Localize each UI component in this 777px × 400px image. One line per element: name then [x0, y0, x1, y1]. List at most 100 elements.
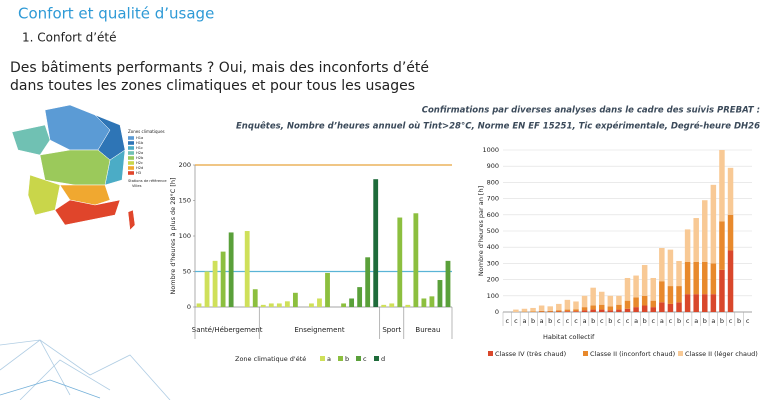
bar-segment: [702, 261, 708, 295]
x-tick-label: c: [729, 317, 733, 325]
bar-segment: [659, 281, 665, 303]
map-legend-swatch: [128, 146, 134, 150]
x-tick-label: b: [720, 317, 724, 325]
x-tick-label: c: [506, 317, 510, 325]
bar: [405, 304, 411, 307]
x-tick-label: b: [703, 317, 707, 325]
group-label: Bureau: [415, 326, 440, 334]
bar: [276, 303, 282, 307]
bar-segment: [530, 307, 536, 312]
map-legend-title: Zones climatiques: [128, 129, 165, 134]
x-tick-label: a: [583, 317, 587, 325]
map-legend: Zones climatiques H1aH1bH1cH2aH2bH2cH2dH3…: [128, 129, 167, 188]
legend-label: b: [345, 355, 349, 363]
bar: [413, 213, 419, 307]
bar-segment: [598, 304, 605, 310]
bar-segment: [564, 299, 571, 310]
bar-segment: [650, 277, 657, 301]
y-tick-label: 50: [183, 268, 191, 276]
legend-swatch: [678, 351, 683, 356]
bar: [373, 179, 379, 307]
bar-segment: [581, 310, 588, 312]
y-tick-label: 0: [495, 308, 499, 316]
x-tick-label: a: [694, 317, 698, 325]
bar-segment: [684, 261, 691, 295]
bar-segment: [581, 307, 588, 311]
bar-segment: [719, 269, 725, 312]
legend-swatch: [356, 356, 361, 361]
bar-segment: [616, 295, 622, 305]
y-tick-label: 200: [179, 161, 191, 169]
bar-segment: [727, 214, 734, 251]
legend-label: Classe IV (très chaud): [495, 350, 566, 358]
y-tick-label: 150: [179, 197, 191, 205]
y-tick-label: 800: [487, 178, 499, 186]
bar-segment: [676, 286, 682, 303]
bar-segment: [607, 310, 614, 312]
y-tick-label: 100: [179, 232, 191, 240]
bar: [212, 260, 218, 307]
x-tick-label: a: [540, 317, 544, 325]
bar: [437, 280, 443, 307]
bar-segment: [641, 295, 648, 306]
x-tick-label: c: [626, 317, 630, 325]
legend-label: c: [363, 355, 367, 363]
bar-segment: [676, 302, 682, 312]
bar: [397, 217, 403, 307]
map-legend-swatch: [128, 141, 134, 145]
group-label: Sport: [382, 326, 401, 334]
bar-segment: [564, 311, 571, 312]
bar-segment: [624, 300, 631, 309]
x-tick-label: c: [566, 317, 570, 325]
y-axis-label: Nombre d'heures par an [h]: [477, 186, 485, 276]
map-legend-label: H3: [136, 171, 141, 175]
x-tick-label: b: [643, 317, 647, 325]
y-tick-label: 600: [487, 211, 499, 219]
bar: [228, 232, 234, 307]
bar: [268, 303, 274, 307]
bar-segment: [633, 275, 639, 298]
y-tick-label: 700: [487, 195, 499, 203]
y-tick-label: 300: [487, 259, 499, 267]
x-tick-label: c: [651, 317, 655, 325]
slide-title: Confort et qualité d’usage: [18, 5, 214, 23]
group-label: Santé/Hébergement: [192, 326, 263, 334]
bar-segment: [538, 305, 545, 311]
bar-segment: [581, 295, 588, 308]
bar-segment: [667, 286, 674, 304]
x-tick-label: b: [677, 317, 681, 325]
bar-segment: [693, 294, 699, 312]
x-tick-label: c: [557, 317, 561, 325]
x-tick-label: a: [634, 317, 638, 325]
bar-segment: [667, 249, 674, 287]
map-legend-note: Villes: [132, 184, 142, 188]
bar-segment: [607, 295, 614, 307]
bar: [292, 292, 298, 307]
bar-segment: [513, 309, 519, 312]
y-tick-label: 0: [187, 303, 191, 311]
bar: [252, 289, 258, 307]
x-tick-label: c: [574, 317, 578, 325]
bar-segment: [693, 261, 699, 295]
y-tick-label: 100: [487, 292, 499, 300]
x-axis-label: Zone climatique d'été: [235, 355, 306, 363]
legend-label: a: [327, 355, 331, 363]
bar: [260, 304, 266, 307]
bar: [381, 304, 387, 307]
map-legend-swatch: [128, 171, 134, 175]
legend-label: Classe II (léger chaud): [685, 350, 758, 358]
y-tick-label: 1000: [482, 146, 499, 154]
map-legend-label: H1b: [136, 141, 144, 145]
x-tick-label: a: [522, 317, 526, 325]
bar: [284, 301, 290, 307]
headline: Des bâtiments performants ? Oui, mais de…: [10, 60, 429, 76]
bar-segment: [650, 300, 657, 308]
legend-swatch: [338, 356, 343, 361]
bar-segment: [676, 260, 682, 287]
x-tick-label: c: [600, 317, 604, 325]
legend-swatch: [488, 351, 493, 356]
y-tick-label: 400: [487, 243, 499, 251]
note: Confirmations par diverses analyses dans…: [422, 106, 760, 116]
bar-segment: [590, 305, 596, 310]
